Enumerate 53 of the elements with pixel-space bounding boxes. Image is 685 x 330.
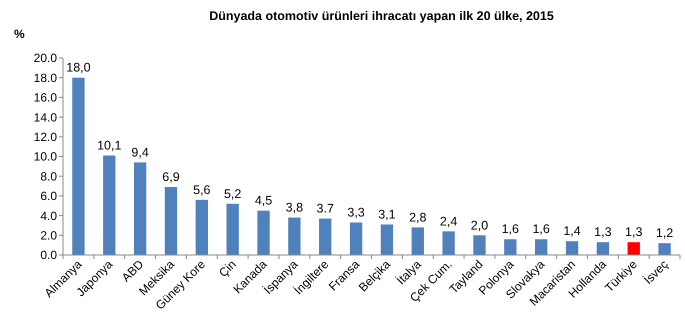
data-label: 18,0 — [66, 60, 91, 75]
bar — [134, 162, 146, 255]
y-tick-label: 12.0 — [34, 130, 58, 144]
bar — [504, 239, 516, 255]
data-label: 9,4 — [131, 145, 149, 160]
data-label: 6,9 — [162, 170, 180, 184]
data-label: 3,8 — [286, 200, 304, 215]
bar — [350, 222, 362, 255]
data-label: 1,2 — [656, 226, 674, 240]
bar — [473, 235, 486, 255]
bar — [442, 231, 455, 255]
bar — [257, 210, 270, 255]
bar — [596, 242, 610, 255]
y-axis-title: % — [14, 27, 25, 41]
data-label: 1,3 — [594, 225, 612, 240]
bar — [566, 241, 578, 255]
data-label: 1,6 — [502, 222, 520, 236]
y-tick-label: 10.0 — [34, 150, 58, 164]
y-tick-label: 14.0 — [34, 110, 58, 124]
bar — [380, 224, 394, 255]
data-label: 1,4 — [563, 224, 581, 238]
y-tick-label: 20.0 — [34, 51, 58, 66]
y-tick-label: 0.0 — [40, 248, 58, 262]
data-label: 3,3 — [347, 205, 365, 220]
bar — [164, 187, 178, 255]
bar — [226, 204, 239, 255]
y-tick-label: 4.0 — [40, 208, 58, 223]
data-label: 10,1 — [97, 138, 122, 153]
data-label: 1,6 — [532, 222, 550, 236]
y-tick-label: 18.0 — [34, 70, 58, 85]
data-label: 5,6 — [193, 182, 211, 197]
bar — [319, 218, 332, 255]
y-tick-label: 8.0 — [40, 169, 58, 184]
data-label: 2,4 — [440, 214, 458, 228]
data-label: 4,5 — [254, 194, 272, 208]
bar — [72, 78, 85, 255]
bar — [288, 218, 301, 255]
data-label: 3.7 — [316, 202, 334, 216]
y-tick-label: 16.0 — [34, 90, 58, 105]
chart-title: Dünyada otomotiv ürünleri ihracatı yapan ilk 20 ülke, 2015 — [209, 9, 554, 23]
data-label: 2,8 — [409, 210, 427, 224]
bar — [628, 242, 640, 255]
data-label: 1,3 — [625, 225, 642, 240]
data-label: 3,1 — [378, 207, 396, 222]
bar — [412, 227, 424, 255]
bar — [103, 156, 116, 255]
data-label: 2,0 — [470, 218, 488, 232]
bar — [658, 243, 671, 255]
bar — [196, 200, 208, 255]
y-tick-label: 6.0 — [40, 189, 58, 204]
y-tick-label: 2.0 — [40, 228, 58, 242]
data-label: 5,2 — [224, 186, 242, 201]
bar — [535, 239, 548, 255]
